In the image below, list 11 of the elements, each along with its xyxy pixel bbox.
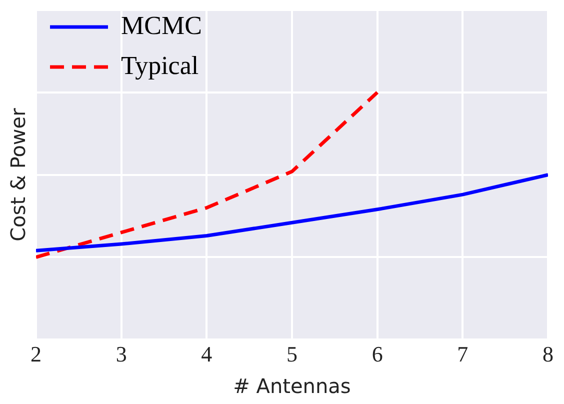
x-tick-label: 3	[116, 342, 127, 367]
y-axis-title: Cost & Power	[6, 107, 30, 242]
x-tick-label: 6	[372, 342, 383, 367]
x-tick-label: 5	[286, 342, 298, 367]
x-tick-label: 8	[542, 342, 554, 367]
x-tick-label: 2	[30, 342, 42, 367]
x-axis-title: # Antennas	[233, 374, 351, 398]
legend-label: Typical	[121, 50, 199, 80]
x-tick-label: 7	[457, 342, 468, 367]
x-tick-label: 4	[201, 342, 212, 367]
legend-label: MCMC	[121, 10, 202, 40]
